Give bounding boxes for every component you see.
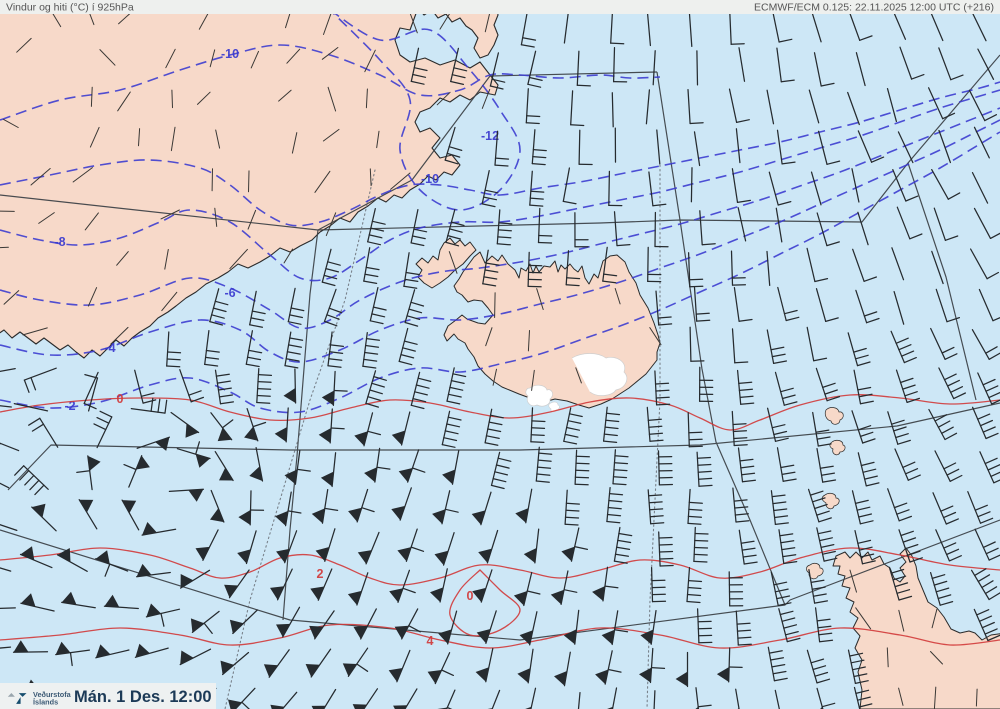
svg-text:4: 4 [427,634,434,648]
svg-text:-10: -10 [221,47,239,61]
svg-text:2: 2 [317,567,324,581]
svg-text:-4: -4 [104,341,115,355]
svg-text:-8: -8 [54,235,65,249]
svg-text:-6: -6 [224,286,235,300]
svg-text:Mán. 1 Des. 12:00: Mán. 1 Des. 12:00 [74,688,212,706]
svg-text:0: 0 [467,589,474,603]
svg-text:Íslands: Íslands [33,698,58,707]
svg-text:0: 0 [117,392,124,406]
svg-text:-10: -10 [421,172,439,186]
svg-text:ECMWF/ECM 0.125: 22.11.2025 12: ECMWF/ECM 0.125: 22.11.2025 12:00 UTC (+… [754,2,994,14]
svg-text:Vindur og hiti (°C) í 925hPa: Vindur og hiti (°C) í 925hPa [6,2,134,14]
